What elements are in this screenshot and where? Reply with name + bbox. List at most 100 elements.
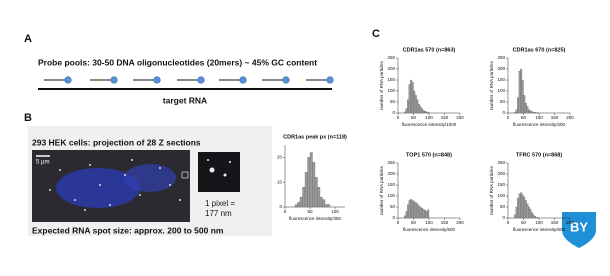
x-tick-label: 150 [441, 220, 449, 225]
bar [523, 196, 526, 219]
y-tick-label: 20 [277, 155, 283, 160]
pixel-note: 177 nm [205, 209, 232, 218]
y-tick-label: 250 [387, 55, 395, 60]
bar [324, 204, 328, 208]
bar [422, 209, 425, 219]
y-tick-label: 10 [277, 179, 283, 184]
bar [314, 177, 318, 208]
chart-title: CDR1as peak px (n=118) [283, 134, 347, 140]
x-tick-label: 50 [307, 209, 313, 214]
bar [319, 196, 323, 208]
spot-size: Expected RNA spot size: approx. 200 to 5… [32, 225, 224, 235]
bar [299, 196, 303, 208]
x-tick-label: 0 [284, 209, 287, 214]
bar [411, 82, 414, 114]
bar [528, 206, 530, 219]
y-tick-label: 150 [387, 182, 395, 187]
y-tick-label: 250 [497, 55, 505, 60]
bar [419, 106, 422, 114]
x-tick-label: 100 [535, 115, 543, 120]
chart-title: TFRC 570 (n=868) [516, 152, 562, 158]
y-tick-label: 200 [497, 171, 505, 176]
bar [526, 106, 529, 114]
y-tick-label: 50 [390, 99, 396, 104]
bar [322, 199, 326, 208]
x-tick-label: 50 [411, 220, 417, 225]
y-tick-label: 0 [502, 215, 505, 220]
bar [411, 200, 414, 219]
bar [410, 79, 413, 114]
y-tick-label: 200 [387, 171, 395, 176]
bar [414, 202, 417, 219]
y-tick-label: 50 [500, 99, 506, 104]
bar [427, 209, 430, 219]
y-tick-label: 0 [279, 204, 282, 209]
x-tick-label: 150 [441, 115, 449, 120]
y-tick-label: 150 [497, 182, 505, 187]
bar [528, 109, 530, 114]
y-tick-label: 100 [387, 88, 395, 93]
bar [408, 200, 411, 219]
bar [404, 215, 406, 219]
y-axis-label: number of RNA particles [489, 165, 494, 215]
bar [327, 204, 331, 208]
bar [414, 95, 417, 114]
y-axis-label: number of RNA particles [489, 60, 494, 110]
y-tick-label: 200 [387, 66, 395, 71]
bar [294, 204, 298, 208]
x-tick-label: 0 [507, 115, 510, 120]
bar [532, 111, 535, 114]
bar [304, 172, 308, 208]
y-tick-label: 0 [502, 110, 505, 115]
bar [317, 187, 321, 208]
bar [524, 102, 527, 114]
bar [297, 201, 301, 208]
x-tick-label: 50 [521, 115, 527, 120]
bar [531, 111, 533, 114]
x-tick-label: 0 [397, 115, 400, 120]
y-tick-label: 150 [497, 77, 505, 82]
bar [405, 211, 408, 219]
x-axis-label: fluorescence intensity/380 [289, 216, 342, 221]
bar [425, 111, 428, 114]
y-tick-label: 100 [497, 193, 505, 198]
bar [422, 110, 425, 114]
bar [417, 104, 420, 114]
bar [520, 192, 523, 219]
y-tick-label: 50 [500, 204, 506, 209]
x-tick-label: 0 [397, 220, 400, 225]
bar [425, 211, 428, 219]
bar [518, 71, 521, 114]
bar [526, 203, 529, 219]
y-axis-label: number of RNA particles [379, 60, 384, 110]
panel-letter: A [24, 33, 32, 45]
bar [413, 201, 416, 219]
x-tick-label: 100 [331, 209, 339, 214]
bar [410, 199, 413, 219]
bar [515, 109, 518, 114]
x-tick-label: 100 [535, 220, 543, 225]
bar [515, 206, 518, 219]
bar [529, 110, 532, 114]
bar [416, 99, 419, 114]
y-tick-label: 200 [497, 66, 505, 71]
bar [517, 198, 519, 219]
x-tick-label: 0 [507, 220, 510, 225]
x-axis-label: fluorescence intensity/600 [403, 227, 456, 232]
x-tick-label: 100 [425, 220, 433, 225]
bar [514, 112, 516, 114]
bar [524, 200, 527, 219]
bar [521, 194, 524, 219]
badge-text: BY [570, 219, 588, 234]
y-tick-label: 100 [387, 193, 395, 198]
bar [309, 152, 313, 208]
bar [517, 97, 519, 114]
y-tick-label: 150 [387, 77, 395, 82]
x-tick-label: 200 [456, 115, 464, 120]
x-tick-label: 100 [425, 115, 433, 120]
y-axis-label: number of RNA particles [379, 165, 384, 215]
bar [416, 203, 419, 219]
bar [531, 212, 533, 219]
y-tick-label: 250 [497, 160, 505, 165]
bar [421, 207, 423, 219]
